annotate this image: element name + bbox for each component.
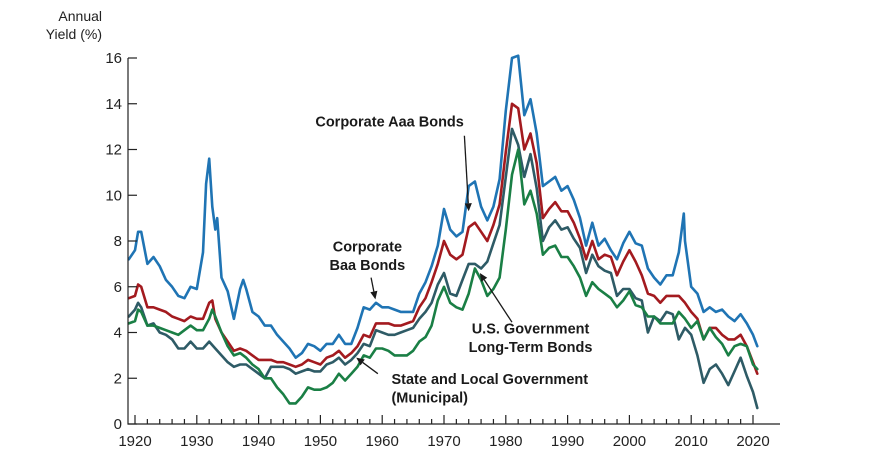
annotation-arrowhead xyxy=(370,290,378,300)
series-line-u-s-government-long-term-bonds xyxy=(127,127,759,410)
annotation-state-and-local-government-municipal: State and Local Government (Municipal) xyxy=(356,357,588,406)
series-line-corporate-baa-bonds xyxy=(127,54,759,359)
x-tick-label: 1970 xyxy=(427,433,460,450)
y-axis-title-line: Annual xyxy=(58,8,102,24)
axes: 0 2 4 6 8 10 12 14 16 1920 1930 1940 1950 1960 1970 198… xyxy=(105,50,780,450)
x-tick-label: 2020 xyxy=(736,433,769,450)
annotation-arrowhead xyxy=(479,273,488,282)
x-tick-label: 1960 xyxy=(366,433,399,450)
y-tick-label: 4 xyxy=(114,325,122,342)
x-tick-label: 1920 xyxy=(118,433,151,450)
axis-lines xyxy=(127,58,780,425)
y-tick-label: 6 xyxy=(114,279,122,296)
annotation-arrowhead xyxy=(464,203,472,212)
annotation-label: Corporate Aaa Bonds xyxy=(315,115,464,131)
annotation-label: (Municipal) xyxy=(391,390,468,406)
y-axis-title: Annual Yield (%) xyxy=(46,8,102,42)
y-tick-label: 10 xyxy=(105,187,122,204)
y-tick-label: 16 xyxy=(105,50,122,67)
annotation-label: Long-Term Bonds xyxy=(469,340,593,356)
annotation-arrow xyxy=(483,279,513,323)
x-tick-label: 2000 xyxy=(613,433,646,450)
annotation-arrow xyxy=(463,135,469,204)
annotation-corporate-aaa-bonds: Corporate Aaa Bonds xyxy=(315,115,472,212)
series-line-state-and-local-government-municipal xyxy=(127,148,759,405)
y-tick-label: 0 xyxy=(114,416,122,433)
y-tick-label: 8 xyxy=(114,233,122,250)
annotation-arrow xyxy=(362,361,379,375)
x-tick-label: 1980 xyxy=(489,433,522,450)
y-tick-label: 14 xyxy=(105,96,122,113)
annotations: Corporate Aaa Bonds Corporate Baa Bonds U.S… xyxy=(315,115,592,407)
x-tick-label: 2010 xyxy=(675,433,708,450)
annotation-label: U.S. Government xyxy=(472,322,590,338)
x-tick-label: 1990 xyxy=(551,433,584,450)
annotation-label: State and Local Government xyxy=(391,372,588,388)
y-axis-title-line: Yield (%) xyxy=(46,26,102,42)
y-tick-label: 2 xyxy=(114,370,122,387)
annotation-label: Baa Bonds xyxy=(329,258,405,274)
y-tick-label: 12 xyxy=(105,142,122,159)
x-tick-label: 1950 xyxy=(304,433,337,450)
annotation-corporate-baa-bonds: Corporate Baa Bonds xyxy=(329,239,405,300)
annotation-u-s-government-long-term-bonds: U.S. Government Long-Term Bonds xyxy=(469,273,593,356)
annotation-arrowhead xyxy=(356,357,365,366)
series-layer xyxy=(127,54,759,410)
x-tick-label: 1930 xyxy=(180,433,213,450)
x-tick-label: 1940 xyxy=(242,433,275,450)
annotation-arrow xyxy=(370,277,375,292)
annotation-label: Corporate xyxy=(333,239,402,255)
